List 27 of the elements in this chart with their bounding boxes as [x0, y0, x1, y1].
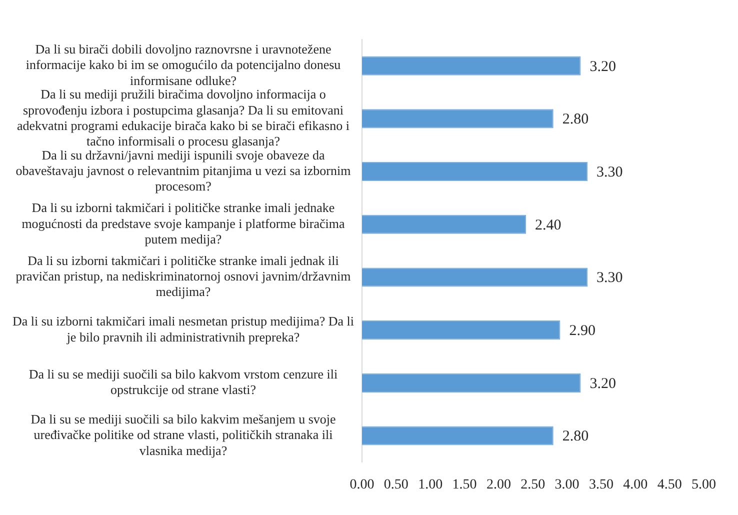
y-tick-label: Da li su se mediji suočili sa bilo kakvim mešanjem u svoje uređivačke politike od strane vlasti, političkih stranaka ili vlasnika medija? — [30, 412, 336, 458]
y-tick-label: Da li su državni/javni mediji ispunili svoje obaveze da obaveštavaju javnost o relevantnim pitanjima u vezi sa izbornim procesom? — [16, 147, 351, 194]
x-tick-label: 2.50 — [520, 477, 546, 492]
data-label: 2.40 — [535, 217, 562, 234]
data-label: 3.20 — [590, 376, 616, 392]
data-label: 3.20 — [590, 58, 616, 75]
y-tick-label: Da li su mediji pružili biračima dovoljno informacija o sprovođenju izbora i postupcima glasanja? Da li su emitovani adekvatni programi edukacije birača kako bi se birači efikasno i tačno informisali o procesu glasanja? — [17, 86, 350, 148]
y-tick-label: Da li su se mediji suočili sa bilo kakvom vrstom cenzure ili opstrukcije od strane vlasti? — [28, 366, 338, 398]
data-label: 2.80 — [562, 428, 589, 445]
x-tick-label: 0.50 — [384, 477, 408, 492]
x-tick-label: 4.00 — [623, 477, 648, 492]
x-tick-label: 0.00 — [350, 477, 374, 492]
x-tick-label: 3.00 — [554, 477, 580, 492]
x-tick-label: 5.00 — [692, 477, 716, 492]
x-tick-label: 1.50 — [452, 477, 477, 492]
y-tick-label: Da li su izborni takmičari imali nesmetan pristup medijima? Da li je bilo pravnih ili administrativnih prepreka? — [12, 314, 354, 344]
x-tick-label: 3.50 — [588, 477, 614, 492]
x-tick-label: 2.00 — [486, 477, 511, 492]
x-tick-label: 4.50 — [657, 477, 682, 492]
y-tick-label: Da li su izborni takmičari i političke stranke imali jednake mogućnosti da predstave svoje kampanje i platforme biračima putem medija? — [22, 200, 346, 246]
x-tick-label: 1.00 — [418, 477, 443, 492]
data-label: 2.80 — [562, 112, 589, 128]
y-tick-label: Da li su izborni takmičari i političke stranke imali jednak ili pravičan pristup, na nediskriminatornoj osnovi javnim/državnim medijima? — [16, 253, 351, 300]
data-label: 2.90 — [569, 323, 596, 340]
data-label: 3.30 — [596, 270, 623, 286]
y-tick-label: Da li su birači dobili dovoljno raznovrsne i uravnotežene informacije kako bi im se omogućilo da potencijalno donesu informisane odluke? — [26, 42, 342, 88]
data-label: 3.30 — [596, 164, 623, 180]
